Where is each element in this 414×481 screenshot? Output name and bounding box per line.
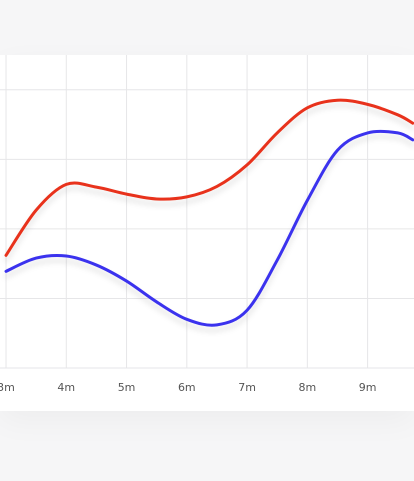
x-tick-label: 9m bbox=[359, 381, 377, 394]
x-tick-label: 4m bbox=[57, 381, 75, 394]
line-series bbox=[4, 129, 414, 327]
x-tick-label: 8m bbox=[298, 381, 316, 394]
x-tick-label: 7m bbox=[238, 381, 256, 394]
x-tick-label: 3m bbox=[0, 381, 15, 394]
line-series bbox=[4, 98, 414, 257]
x-tick-label: 6m bbox=[178, 381, 196, 394]
x-tick-label: 5m bbox=[118, 381, 136, 394]
chart-card bbox=[0, 55, 414, 411]
